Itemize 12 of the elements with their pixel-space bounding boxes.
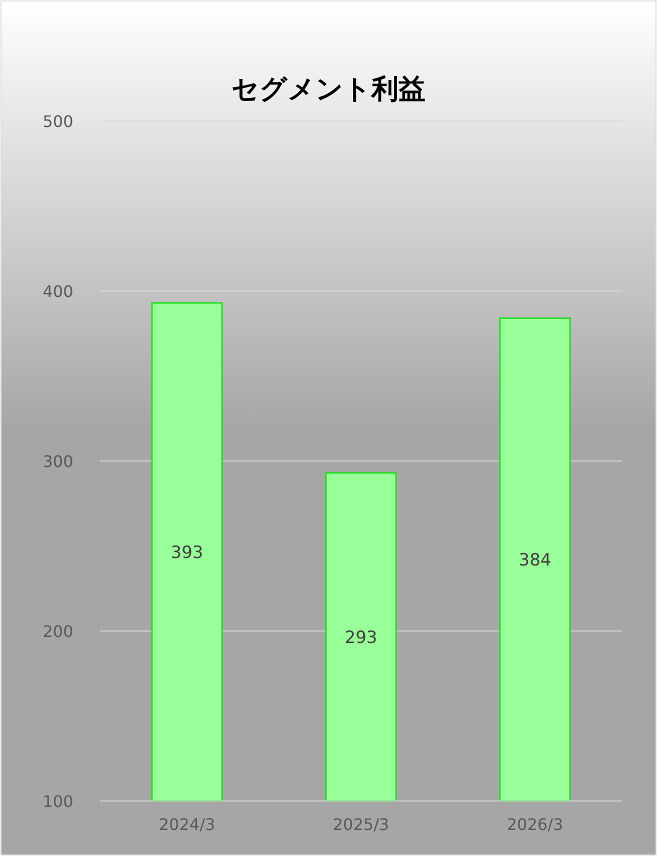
y-tick-label: 500 [42, 112, 74, 131]
y-tick-label: 300 [42, 452, 74, 471]
x-tick-label: 2025/3 [332, 815, 390, 834]
x-tick-label: 2026/3 [506, 815, 564, 834]
y-tick-label: 100 [42, 792, 74, 811]
x-tick-label: 2024/3 [158, 815, 216, 834]
chart-title: セグメント利益 [232, 74, 426, 105]
y-tick-label: 400 [42, 282, 74, 301]
data-label: 293 [344, 628, 378, 648]
data-label: 393 [170, 542, 204, 563]
y-tick-label: 200 [42, 622, 74, 641]
data-label: 384 [518, 550, 552, 571]
